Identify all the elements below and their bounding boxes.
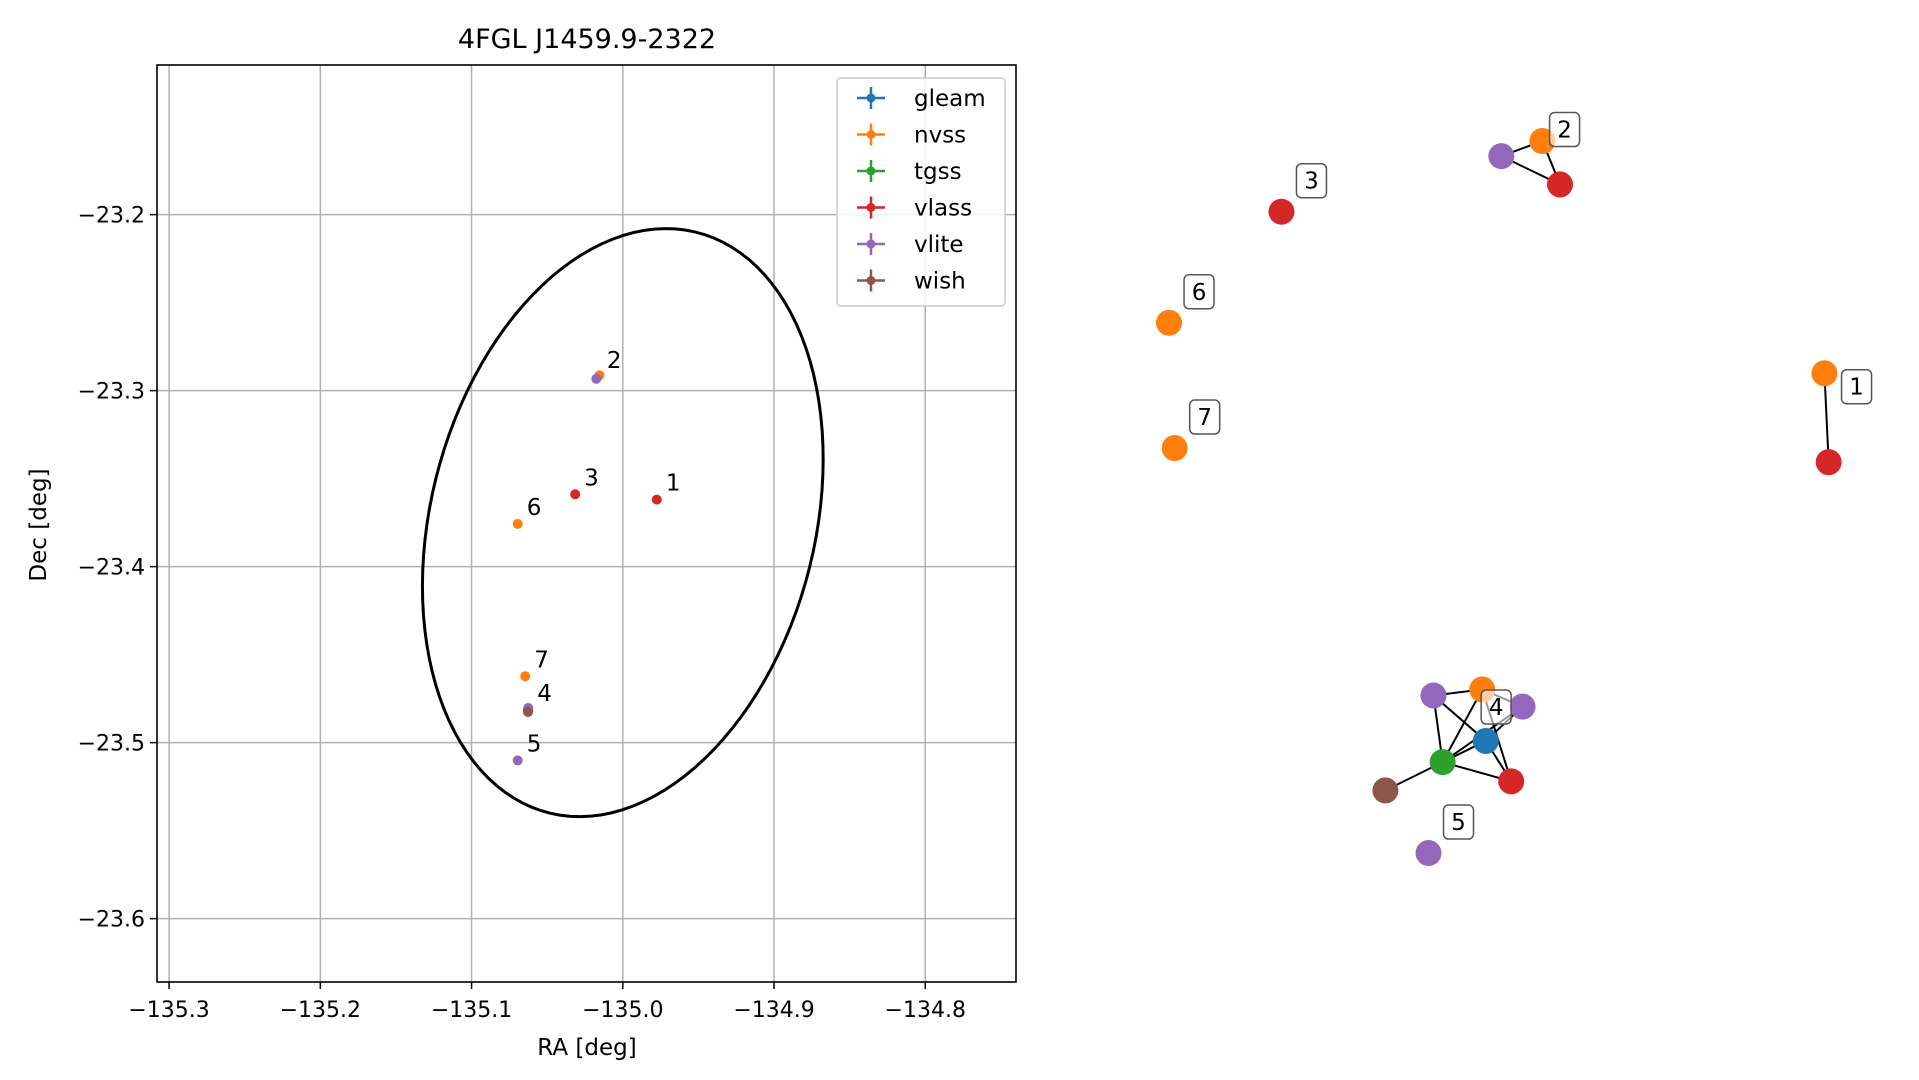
x-tick-label: −134.9 xyxy=(733,998,814,1023)
network-label: 1 xyxy=(1849,375,1864,401)
network-label: 7 xyxy=(1197,405,1212,431)
network-label-box xyxy=(1188,399,1221,435)
network-node-vlass xyxy=(1268,198,1295,225)
network-label-box xyxy=(1442,804,1475,840)
y-tick-label: −23.5 xyxy=(78,732,145,757)
network-nodes xyxy=(1156,128,1842,867)
x-ticks: −135.3 −135.2 −135.1 −135.0 −134.9 −134.8 xyxy=(128,982,966,1023)
network-label: 2 xyxy=(1557,118,1572,144)
point-vlass xyxy=(570,489,581,500)
legend-dot-tgss xyxy=(866,166,876,176)
point-vlass xyxy=(651,494,662,505)
network-label-box xyxy=(1840,368,1873,405)
x-tick-label: −135.1 xyxy=(431,998,512,1023)
y-tick-label: −23.3 xyxy=(78,380,145,405)
x-gridlines xyxy=(168,65,927,982)
point-label: 6 xyxy=(527,495,542,521)
network-node-gleam xyxy=(1472,727,1499,754)
network-label: 4 xyxy=(1489,695,1504,721)
network-label-box xyxy=(1183,274,1215,310)
point-label: 7 xyxy=(534,647,549,673)
point-label: 2 xyxy=(607,348,622,374)
network-node-vlite xyxy=(1488,143,1515,170)
network-label-box xyxy=(1295,162,1328,199)
network-label-box xyxy=(1548,111,1581,148)
y-tick-label: −23.4 xyxy=(78,556,145,581)
point-label: 3 xyxy=(584,465,599,491)
legend-dot-vlite xyxy=(866,239,876,249)
point-nvss xyxy=(512,518,523,529)
legend-label-vlass: vlass xyxy=(914,196,972,222)
x-tick-label: −134.8 xyxy=(885,998,966,1023)
network-node-vlass xyxy=(1815,449,1842,476)
network-node-vlass xyxy=(1498,768,1525,795)
network-label: 6 xyxy=(1192,280,1207,306)
network-node-vlite xyxy=(1509,693,1536,720)
point-label: 4 xyxy=(537,681,552,707)
legend-label-vlite: vlite xyxy=(914,232,964,258)
network-node-vlite xyxy=(1420,682,1447,709)
legend-label-wish: wish xyxy=(914,269,966,295)
network-node-nvss xyxy=(1161,435,1188,462)
x-tick-label: −135.2 xyxy=(280,998,361,1023)
y-tick-label: −23.6 xyxy=(78,908,145,933)
chart-title: 4FGL J1459.9-2322 xyxy=(458,24,716,55)
network-label-box xyxy=(1480,689,1512,725)
network-node-tgss xyxy=(1429,749,1456,776)
point-vlite xyxy=(512,755,523,766)
localization-ellipse xyxy=(420,227,825,819)
source-points xyxy=(512,370,662,766)
legend-dot-nvss xyxy=(866,130,876,139)
network-node-vlite xyxy=(1415,840,1442,867)
network-node-nvss xyxy=(1811,360,1838,387)
network-panel: 1 2 3 4 5 6 7 xyxy=(1156,111,1873,867)
x-tick-label: −135.3 xyxy=(128,998,209,1023)
point-wish xyxy=(522,707,533,718)
y-ticks: −23.2 −23.3 −23.4 −23.5 −23.6 xyxy=(78,204,157,933)
legend-dot-vlass xyxy=(866,203,876,212)
point-label: 1 xyxy=(666,471,681,497)
network-node-wish xyxy=(1372,777,1399,804)
legend-label-tgss: tgss xyxy=(914,159,962,185)
y-gridlines xyxy=(157,213,1016,920)
network-edge xyxy=(1441,688,1484,763)
network-node-nvss xyxy=(1156,309,1183,336)
network-labels: 1 2 3 4 5 6 7 xyxy=(1183,111,1873,840)
point-nvss xyxy=(520,671,531,682)
network-label: 5 xyxy=(1451,810,1466,836)
network-edges xyxy=(1384,140,1830,792)
y-axis-label: Dec [deg] xyxy=(26,468,52,581)
y-tick-label: −23.2 xyxy=(78,204,145,229)
network-node-vlass xyxy=(1547,171,1574,198)
legend: gleam nvss tgss vlass vlite wish xyxy=(836,77,1006,307)
legend-dot-gleam xyxy=(866,93,876,103)
point-labels: 1 2 3 4 5 6 7 xyxy=(527,348,681,757)
network-edge xyxy=(1823,373,1830,463)
legend-label-nvss: nvss xyxy=(914,123,966,149)
x-axis-label: RA [deg] xyxy=(537,1035,636,1061)
x-tick-label: −135.0 xyxy=(582,998,663,1023)
plot-frame xyxy=(156,64,1017,983)
legend-label-gleam: gleam xyxy=(914,86,986,112)
network-label: 3 xyxy=(1304,169,1319,195)
legend-dot-wish xyxy=(866,276,876,285)
point-label: 5 xyxy=(527,731,542,757)
point-vlite xyxy=(591,373,602,384)
